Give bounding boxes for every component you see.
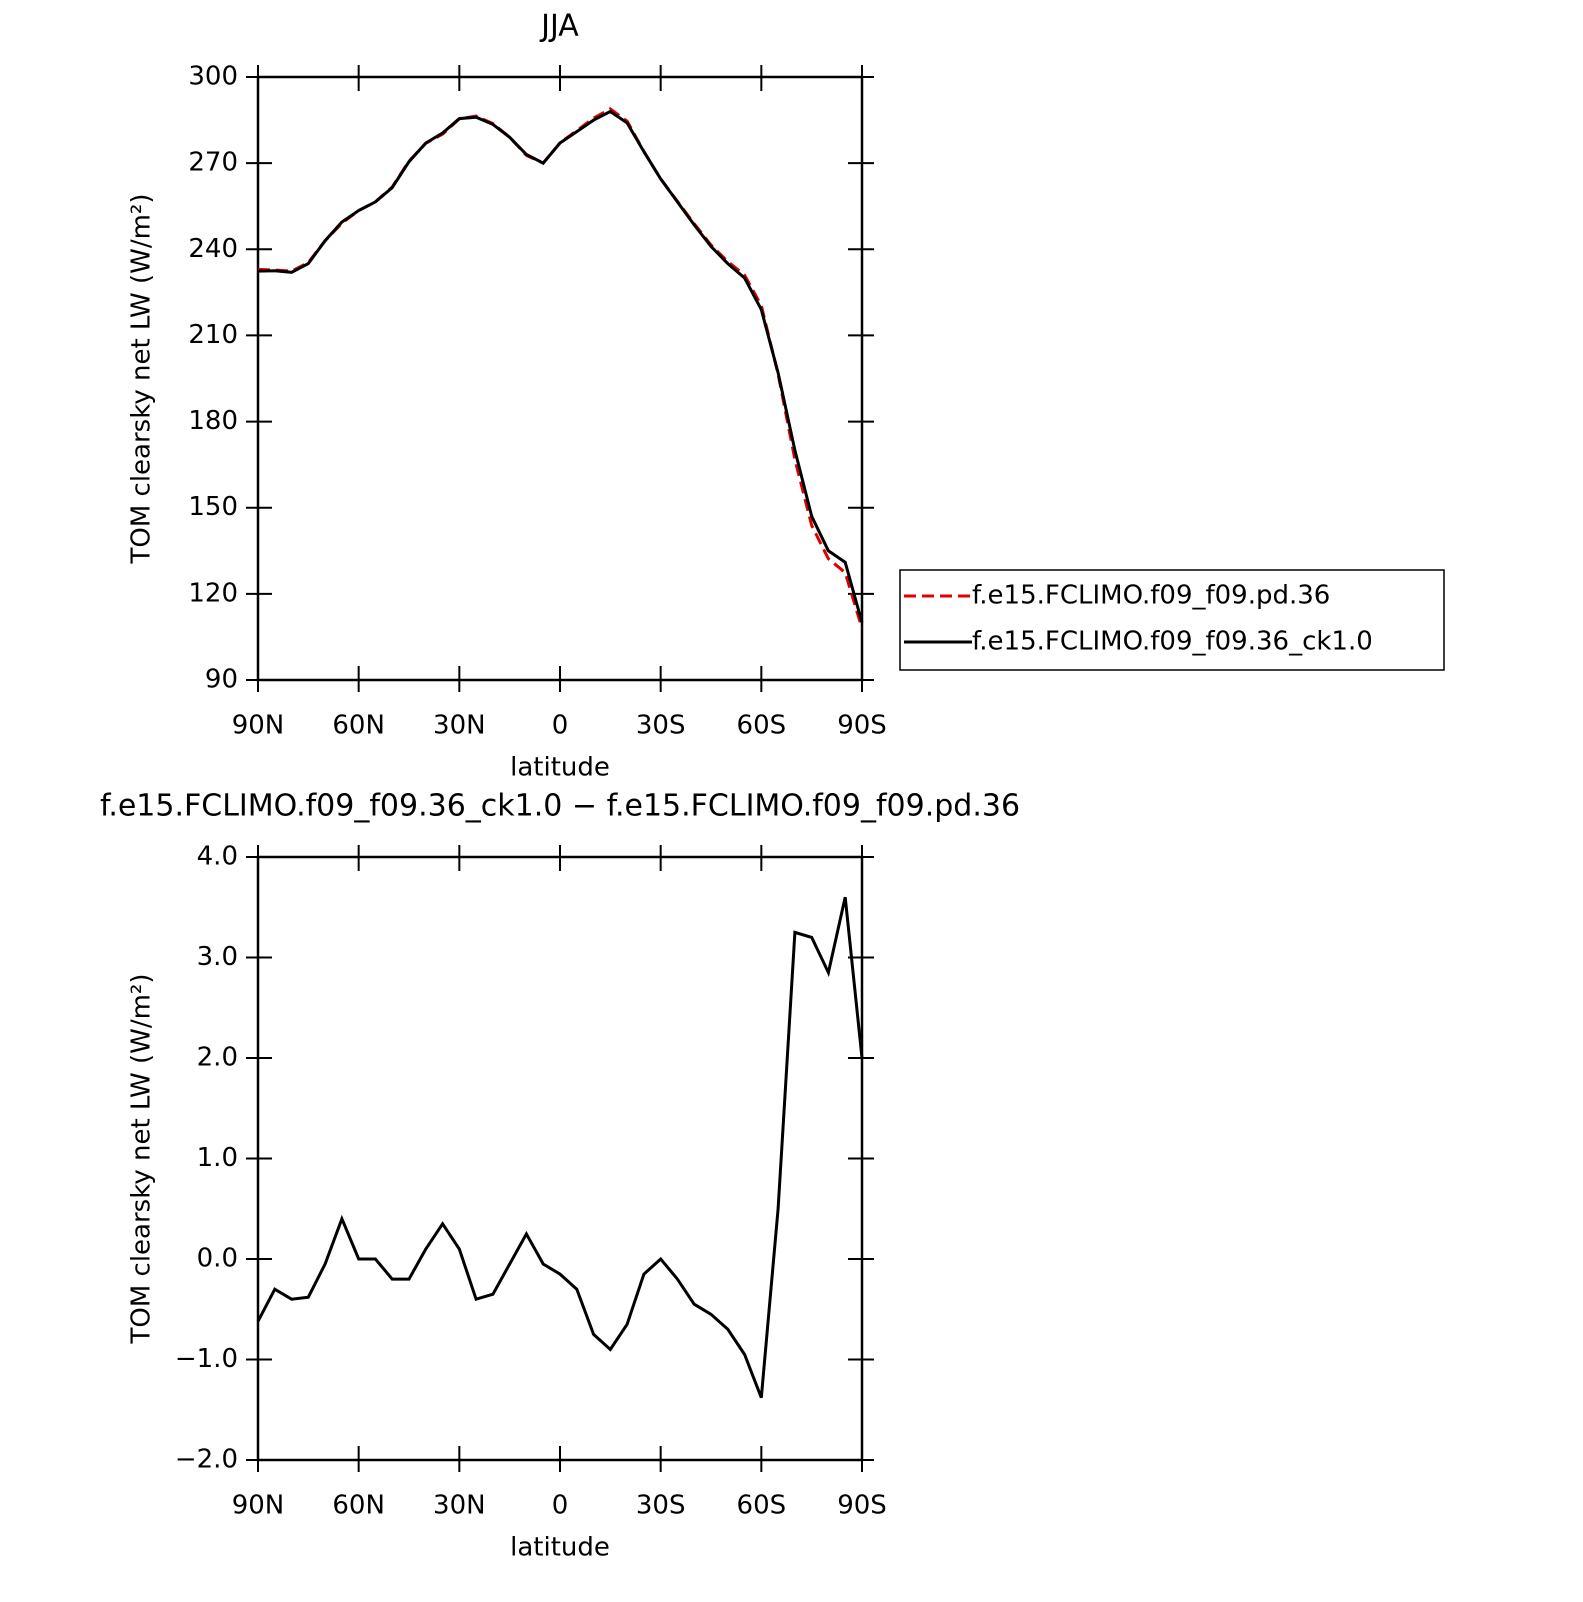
x-tick-label: 30S	[636, 1491, 686, 1521]
plot-frame	[256, 75, 864, 682]
line	[257, 107, 864, 629]
x-tick-label: 30N	[433, 711, 486, 741]
x-tick-label: 90N	[232, 711, 285, 741]
x-tick-label: 60S	[737, 1491, 787, 1521]
legend-box	[899, 569, 1445, 671]
x-tick-label: 60S	[737, 711, 787, 741]
y-tick-label: 150	[188, 492, 238, 522]
line	[257, 109, 864, 624]
y-axis-label: TOM clearsky net LW (W/m²)	[127, 973, 157, 1344]
x-tick-label: 60N	[332, 711, 385, 741]
y-tick-label: −2.0	[175, 1445, 238, 1475]
y-tick-label: 4.0	[197, 842, 238, 872]
y-tick-label: 1.0	[197, 1143, 238, 1173]
y-tick-label: 210	[188, 320, 238, 350]
y-tick-label: −1.0	[175, 1344, 238, 1374]
y-tick-label: 120	[188, 578, 238, 608]
y-tick-label: 270	[188, 148, 238, 178]
x-tick-label: 60N	[332, 1491, 385, 1521]
y-tick-label: 2.0	[197, 1043, 238, 1073]
y-tick-label: 90	[205, 665, 238, 695]
x-tick-label: 30S	[636, 711, 686, 741]
legend-label: f.e15.FCLIMO.f09_f09.pd.36	[972, 581, 1330, 611]
x-tick-label: 0	[552, 711, 569, 741]
line	[256, 896, 864, 1399]
y-tick-label: 240	[188, 234, 238, 264]
x-tick-label: 90N	[232, 1491, 285, 1521]
x-tick-label: 30N	[433, 1491, 486, 1521]
x-axis-label: latitude	[510, 1533, 610, 1563]
x-tick-label: 0	[552, 1491, 569, 1521]
x-tick-label: 90S	[837, 1491, 887, 1521]
y-tick-label: 3.0	[197, 942, 238, 972]
y-tick-label: 180	[188, 406, 238, 436]
y-tick-label: 0.0	[197, 1244, 238, 1274]
x-axis-label: latitude	[510, 753, 610, 783]
chart-title: f.e15.FCLIMO.f09_f09.36_ck1.0 − f.e15.FC…	[100, 789, 1020, 824]
plot-frame	[256, 855, 864, 1462]
legend-label: f.e15.FCLIMO.f09_f09.36_ck1.0	[972, 627, 1373, 657]
y-axis-label: TOM clearsky net LW (W/m²)	[127, 193, 157, 564]
x-tick-label: 90S	[837, 711, 887, 741]
y-tick-label: 300	[188, 62, 238, 92]
chart-title: JJA	[539, 9, 579, 44]
